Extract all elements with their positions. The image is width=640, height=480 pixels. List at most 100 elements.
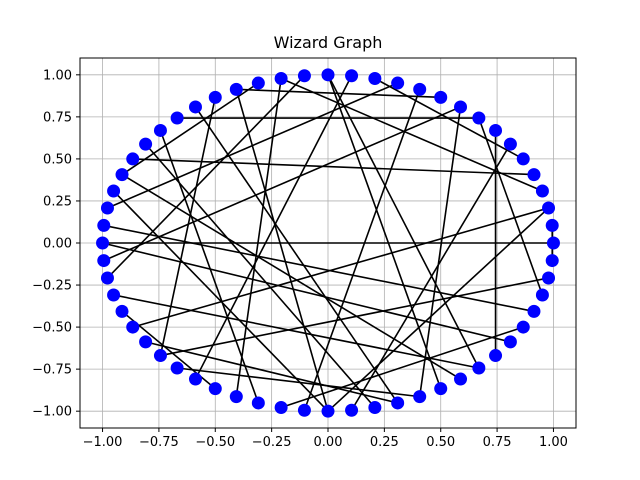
node-59 [545, 254, 559, 268]
node-8 [472, 111, 486, 125]
node-24 [139, 137, 153, 151]
edge-28 [177, 367, 420, 398]
node-27 [107, 184, 121, 198]
node-2 [542, 201, 556, 215]
node-9 [454, 100, 468, 114]
edge-23 [113, 190, 329, 412]
node-4 [527, 168, 541, 182]
edge-13 [194, 75, 353, 380]
node-42 [251, 396, 265, 410]
node-31 [97, 254, 111, 268]
edge-10 [236, 88, 441, 99]
node-52 [472, 361, 486, 375]
node-56 [527, 304, 541, 318]
edge-36 [327, 207, 550, 412]
edge-4 [132, 158, 534, 176]
node-26 [115, 168, 129, 182]
node-47 [368, 401, 382, 415]
node-1 [545, 218, 559, 232]
node-37 [153, 349, 167, 363]
node-21 [188, 100, 202, 114]
x-tick-label-3: −0.25 [252, 435, 292, 450]
node-36 [139, 335, 153, 349]
node-53 [489, 349, 503, 363]
y-tick-label-2: −0.50 [32, 321, 72, 336]
node-39 [188, 372, 202, 386]
node-32 [100, 271, 114, 285]
edge-27 [145, 341, 398, 404]
edge-22 [121, 173, 461, 380]
node-38 [170, 361, 184, 375]
edge-24 [103, 224, 535, 313]
node-58 [542, 271, 556, 285]
edge-34 [160, 277, 549, 357]
edge-17 [121, 82, 259, 176]
edge-32 [478, 117, 544, 296]
node-50 [434, 382, 448, 396]
node-7 [489, 123, 503, 137]
node-54 [503, 335, 517, 349]
node-11 [413, 82, 427, 96]
y-tick-label-8: 1.00 [43, 68, 72, 83]
x-tick-label-8: 1.00 [539, 435, 568, 450]
node-10 [434, 90, 448, 104]
y-tick-label-6: 0.50 [43, 152, 72, 167]
edge-16 [235, 78, 282, 397]
node-16 [297, 69, 311, 83]
node-0 [546, 236, 560, 250]
x-tick-label-0: −1.00 [83, 435, 123, 450]
y-tick-label-5: 0.25 [43, 194, 72, 209]
node-19 [229, 82, 243, 96]
edge-20 [159, 130, 260, 404]
node-57 [535, 288, 549, 302]
x-tick-label-1: −0.75 [139, 435, 179, 450]
node-45 [321, 404, 335, 418]
node-30 [96, 236, 110, 250]
edge-29 [280, 326, 524, 409]
node-5 [516, 152, 530, 166]
ticks: −1.00 −0.75 −0.50 −0.25 0.00 0.25 0.50 0.75 1.00… [32, 68, 568, 450]
node-51 [454, 372, 468, 386]
edge-31 [327, 74, 480, 369]
node-33 [107, 288, 121, 302]
edge-14 [327, 74, 442, 389]
edge-15 [106, 75, 306, 279]
edge-25 [113, 294, 480, 369]
node-3 [535, 184, 549, 198]
node-55 [516, 320, 530, 334]
chart-title: Wizard Graph [274, 33, 383, 52]
node-28 [100, 201, 114, 215]
edges [102, 74, 554, 412]
node-23 [153, 123, 167, 137]
edge-21 [145, 143, 376, 409]
node-15 [321, 68, 335, 82]
y-tick-label-1: −0.75 [32, 363, 72, 378]
edge-9 [103, 106, 461, 262]
node-6 [503, 137, 517, 151]
x-tick-label-5: 0.25 [370, 435, 399, 450]
edge-11 [303, 89, 421, 411]
x-tick-label-7: 0.75 [483, 435, 512, 450]
x-tick-label-6: 0.50 [426, 435, 455, 450]
y-tick-label-7: 0.75 [43, 110, 72, 125]
node-14 [345, 69, 359, 83]
node-18 [251, 76, 265, 90]
edge-35 [418, 106, 462, 397]
node-40 [208, 382, 222, 396]
node-46 [345, 403, 359, 417]
node-43 [274, 401, 288, 415]
node-29 [97, 218, 111, 232]
node-49 [413, 390, 427, 404]
node-48 [391, 396, 405, 410]
edge-19 [194, 106, 399, 404]
node-34 [115, 304, 129, 318]
node-20 [208, 90, 222, 104]
node-44 [297, 403, 311, 417]
edge-18 [159, 97, 217, 356]
y-tick-label-0: −1.00 [32, 405, 72, 420]
edge-2 [132, 207, 549, 328]
edge-33 [102, 242, 511, 343]
y-tick-label-4: 0.00 [43, 237, 72, 252]
node-41 [229, 390, 243, 404]
